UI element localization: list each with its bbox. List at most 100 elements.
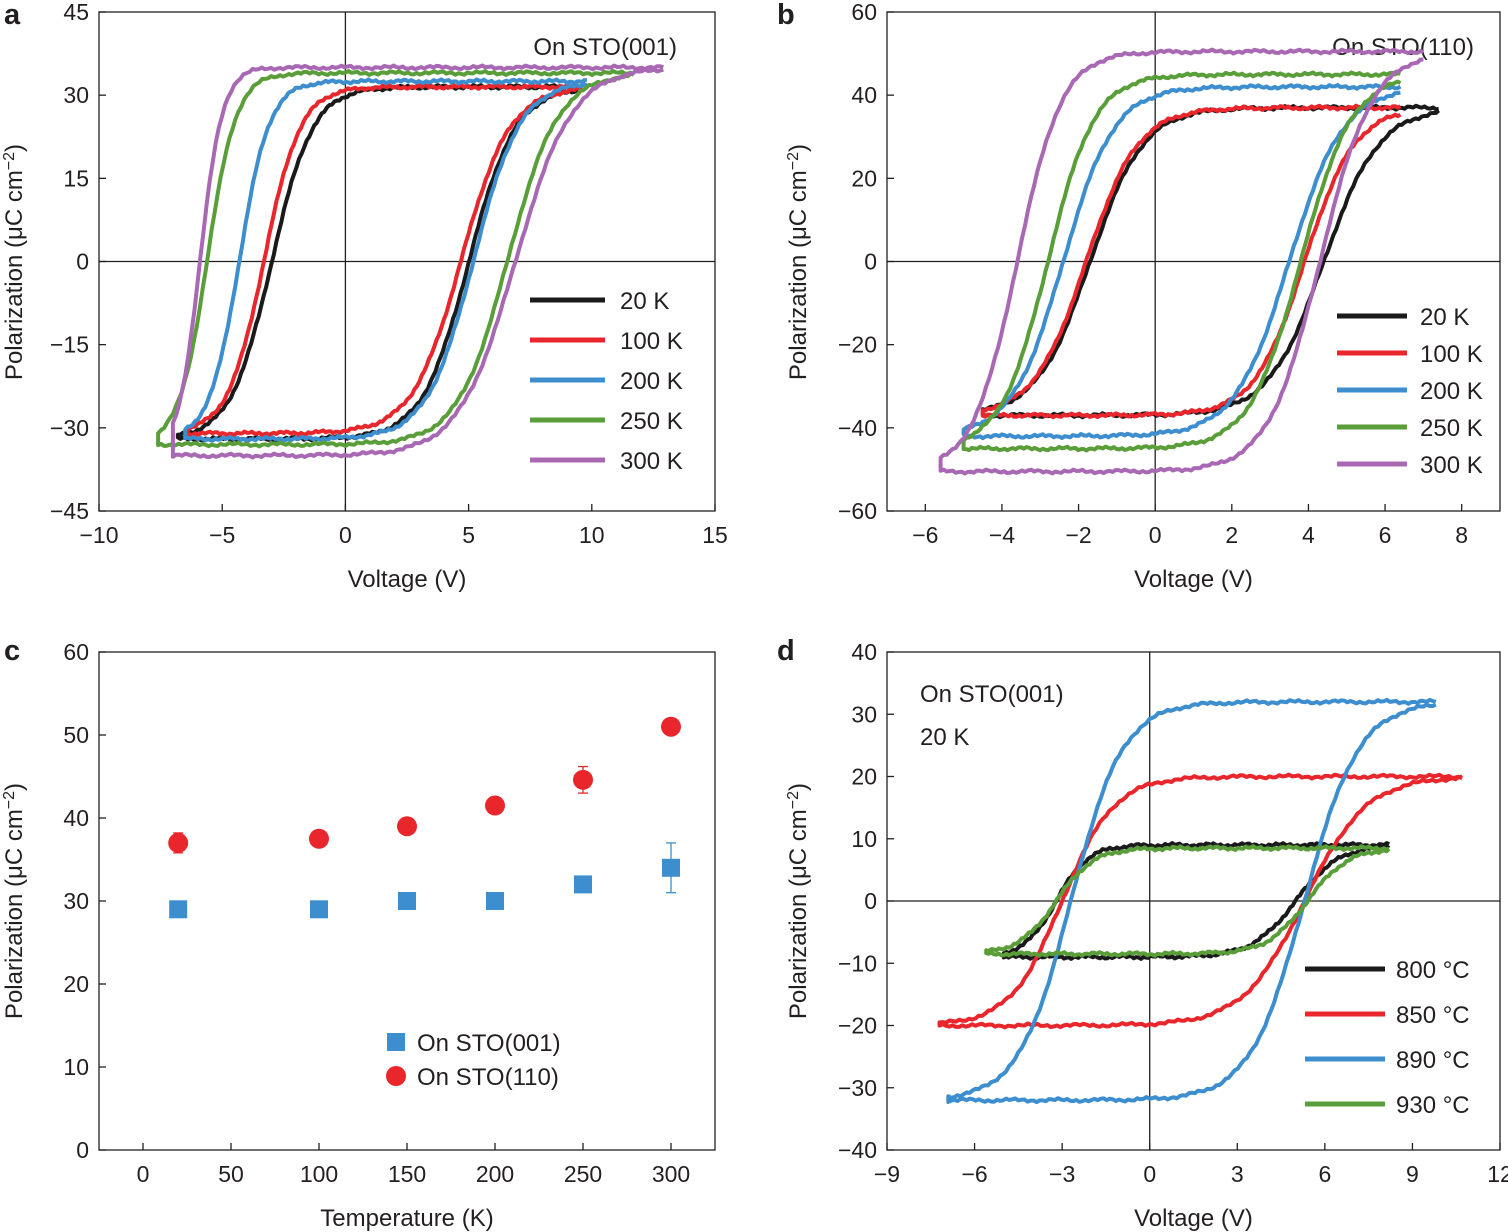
legend-label: 100 K xyxy=(620,328,683,355)
y-tick-label: −45 xyxy=(50,498,89,524)
series-line-100-K xyxy=(980,103,1402,420)
legend-label: 300 K xyxy=(1420,452,1483,479)
legend-label: 20 K xyxy=(620,288,669,315)
y-tick-label: 50 xyxy=(63,722,89,748)
legend: On STO(001) On STO(110) xyxy=(386,1030,561,1091)
y-tick-label: 30 xyxy=(63,82,89,108)
x-tick-label: 150 xyxy=(388,1161,426,1187)
x-tick-label: 100 xyxy=(300,1161,338,1187)
annotation: On STO(110) xyxy=(1332,34,1474,61)
x-tick-label: 3 xyxy=(1231,1161,1244,1187)
y-tick-label: −40 xyxy=(838,1137,877,1163)
legend-label: 250 K xyxy=(620,408,683,435)
y-tick-label: 60 xyxy=(851,0,877,25)
x-tick-label: 0 xyxy=(1149,522,1162,548)
data-point-square xyxy=(169,900,188,919)
y-axis-label: Polarization (μC cm−2) xyxy=(1,783,29,1019)
x-tick-label: 15 xyxy=(702,522,728,548)
y-tick-label: −10 xyxy=(838,950,877,976)
annotation: On STO(001) xyxy=(920,681,1064,708)
panel-letter: c xyxy=(4,635,20,667)
x-tick-label: 8 xyxy=(1455,522,1468,548)
y-tick-label: −15 xyxy=(50,332,89,358)
series-line-300-K xyxy=(938,47,1425,476)
legend-label: 800 °C xyxy=(1396,957,1470,984)
y-tick-label: 40 xyxy=(851,639,877,665)
y-tick-label: 0 xyxy=(864,249,877,275)
legend: 20 K 100 K 200 K 250 K 300 K xyxy=(530,288,683,475)
y-axis-label: Polarization (μC cm−2) xyxy=(1,144,29,380)
x-tick-label: −6 xyxy=(961,1161,987,1187)
x-tick-label: 6 xyxy=(1318,1161,1331,1187)
series-line-850-C xyxy=(937,772,1463,1030)
legend-label: 100 K xyxy=(1420,341,1483,368)
series-line-930-C xyxy=(984,844,1391,958)
y-axis-label: Polarization (μC cm−2) xyxy=(785,144,813,380)
x-tick-label: 6 xyxy=(1379,522,1392,548)
annotation: 20 K xyxy=(920,724,969,751)
data-point-square xyxy=(310,900,328,919)
y-tick-label: −20 xyxy=(838,332,877,358)
data-point-circle xyxy=(168,832,189,853)
legend-label: On STO(001) xyxy=(417,1030,561,1057)
data-point-square xyxy=(398,892,416,910)
x-tick-label: 0 xyxy=(137,1161,150,1187)
y-tick-label: 60 xyxy=(63,639,89,665)
series-line-200-K xyxy=(961,83,1402,441)
x-tick-label: 250 xyxy=(564,1161,602,1187)
y-tick-label: 15 xyxy=(63,165,89,191)
x-tick-label: −5 xyxy=(209,522,235,548)
y-tick-label: 40 xyxy=(63,805,89,831)
legend-label: 20 K xyxy=(1420,304,1469,331)
y-tick-label: 20 xyxy=(63,971,89,997)
legend-label: 250 K xyxy=(1420,415,1483,442)
y-tick-label: 10 xyxy=(851,826,877,852)
y-tick-label: 20 xyxy=(851,764,877,790)
x-tick-label: 12 xyxy=(1487,1161,1508,1187)
x-axis-label: Temperature (K) xyxy=(320,1205,493,1232)
x-axis-label: Voltage (V) xyxy=(1134,1205,1253,1232)
data-point-square xyxy=(574,875,592,894)
legend-label: 200 K xyxy=(1420,378,1483,405)
x-tick-label: 4 xyxy=(1302,522,1315,548)
x-tick-label: −2 xyxy=(1065,522,1091,548)
y-tick-label: −60 xyxy=(838,498,877,524)
y-tick-label: 20 xyxy=(851,165,877,191)
annotation: On STO(001) xyxy=(533,34,677,61)
x-tick-label: −10 xyxy=(79,522,118,548)
legend-marker xyxy=(387,1033,405,1051)
data-point-circle xyxy=(573,769,593,790)
x-tick-label: −9 xyxy=(874,1161,900,1187)
x-tick-label: 300 xyxy=(652,1161,690,1187)
panel-d: −9 −6 −3 0 3 6 9 12−40−30−20−10010203040Voltage… xyxy=(777,635,1508,1232)
series-line-200-K xyxy=(183,77,588,443)
y-tick-label: 45 xyxy=(63,0,89,25)
y-tick-label: 30 xyxy=(851,701,877,727)
panel-letter: d xyxy=(777,635,795,667)
panel-c: 0 50 100 150 200 250 300 0 10 20 30 40 50 60 Temperatu… xyxy=(1,635,716,1232)
legend-label: On STO(110) xyxy=(417,1064,559,1091)
legend-label: 850 °C xyxy=(1396,1002,1470,1029)
x-tick-label: 10 xyxy=(579,522,605,548)
x-tick-label: −3 xyxy=(1049,1161,1075,1187)
panel-letter: a xyxy=(4,0,21,31)
data-point-circle xyxy=(309,828,329,849)
x-tick-label: 200 xyxy=(476,1161,514,1187)
series-line-300-K xyxy=(170,63,665,460)
x-tick-label: 9 xyxy=(1406,1161,1419,1187)
data-point-circle xyxy=(661,716,681,737)
y-tick-label: 30 xyxy=(63,888,89,914)
legend-label: 930 °C xyxy=(1396,1092,1470,1119)
x-tick-label: 0 xyxy=(1143,1161,1156,1187)
y-tick-label: −30 xyxy=(838,1075,877,1101)
panel-letter: b xyxy=(777,0,795,31)
y-tick-label: −20 xyxy=(838,1013,877,1039)
x-tick-label: 5 xyxy=(462,522,475,548)
y-tick-label: −30 xyxy=(50,415,89,441)
data-point-circle xyxy=(397,816,417,837)
y-tick-label: 10 xyxy=(63,1054,89,1080)
y-tick-label: 0 xyxy=(76,1137,89,1163)
legend: 20 K 100 K 200 K 250 K 300 K xyxy=(1337,304,1483,479)
